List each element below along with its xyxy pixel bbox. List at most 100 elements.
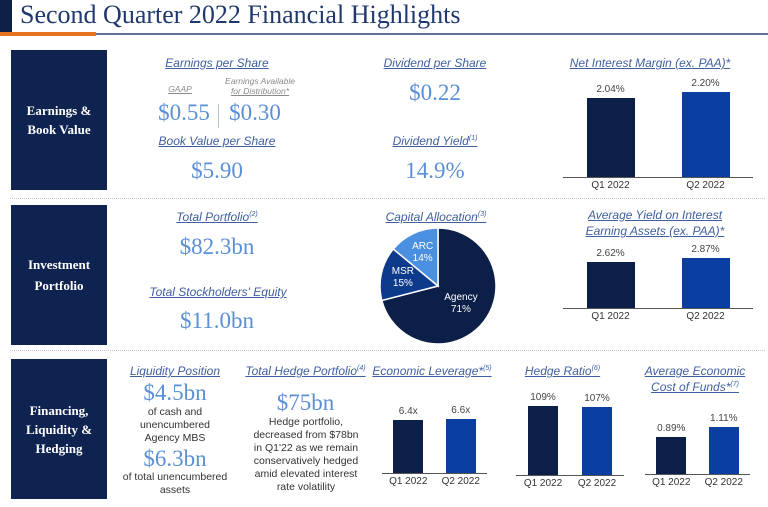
footnote-ref: (7)	[730, 381, 739, 388]
data-label: 107%	[584, 393, 610, 405]
bar-q2-2022	[681, 91, 730, 177]
leverage-chart-title: Economic Leverage*(5)	[372, 364, 492, 378]
section-earnings-book-value: Earnings & Book Value	[11, 50, 107, 190]
gaap-label: GAAP	[168, 84, 192, 94]
liquidity-unencumbered-text: of total unencumbered assets	[122, 471, 228, 496]
pie-percent: 15%	[392, 278, 413, 290]
hedge-portfolio-label: Total Hedge Portfolio	[245, 364, 358, 378]
economic-leverage-chart: 6.4x Q1 2022 6.6x Q2 2022	[382, 385, 487, 489]
hedge-portfolio-value: $75bn	[276, 390, 335, 415]
bar-q2-2022	[708, 427, 739, 474]
dps-value: $0.22	[409, 80, 461, 105]
bar-q1-2022	[656, 436, 687, 474]
footnote-ref: (5)	[483, 365, 492, 372]
bvps-header: Book Value per Share	[158, 134, 276, 148]
category-label: Q1 2022	[523, 478, 563, 489]
stockholders-equity-value: $11.0bn	[180, 308, 254, 333]
category-label: Q1 2022	[591, 180, 630, 191]
bar-q1-2022	[586, 97, 635, 177]
capital-allocation-label: Capital Allocation	[385, 210, 478, 224]
page-title: Second Quarter 2022 Financial Highlights	[20, 0, 461, 29]
x-axis-line	[516, 475, 624, 476]
hedge-portfolio-header: Total Hedge Portfolio(4)	[243, 364, 368, 378]
section-investment-portfolio: Investment Portfolio	[11, 205, 107, 345]
section-financing-liquidity-hedging: Financing, Liquidity & Hedging	[11, 359, 107, 499]
total-portfolio-header: Total Portfolio(2)	[150, 210, 284, 224]
dividend-yield-value: 14.9%	[405, 158, 465, 183]
liquidity-cash-text: of cash and unencumbered Agency MBS	[139, 406, 211, 444]
footnote-ref: (4)	[357, 365, 366, 372]
pie-label-agency: Agency 71%	[436, 292, 486, 316]
section-label: Investment Portfolio	[27, 257, 91, 293]
section-divider	[10, 350, 765, 351]
x-axis-line	[563, 177, 753, 178]
data-label: 6.4x	[398, 406, 418, 418]
stockholders-equity-header: Total Stockholders' Equity	[149, 285, 287, 299]
hedge-ratio-chart-title: Hedge Ratio(6)	[515, 364, 610, 378]
section-label: Earnings & Book Value	[26, 103, 92, 137]
bar-q2-2022	[582, 407, 612, 475]
title-rule	[0, 33, 768, 35]
eps-divider	[218, 104, 219, 128]
pie-category: MSR	[391, 266, 415, 278]
data-label: 1.11%	[709, 413, 738, 425]
pie-category: Agency	[444, 291, 478, 303]
data-label: 2.62%	[596, 247, 625, 259]
pie-slice-msr	[379, 247, 440, 302]
dividend-yield-header: Dividend Yield(1)	[370, 134, 500, 148]
footnote-ref: (6)	[591, 365, 601, 372]
cof-chart-label: Cost of Funds*	[651, 380, 731, 394]
bar-q2-2022	[681, 257, 730, 308]
category-label: Q2 2022	[686, 311, 725, 322]
section-label: Financing, Liquidity & Hedging	[25, 402, 93, 456]
data-label: 109%	[530, 391, 556, 403]
yield-chart: 2.62% Q1 2022 2.87% Q2 2022	[563, 236, 753, 324]
nim-chart-title: Net Interest Margin (ex. PAA)*	[569, 56, 731, 70]
cost-of-funds-chart: 0.89% Q1 2022 1.11% Q2 2022	[645, 395, 750, 490]
x-axis-line	[563, 308, 753, 309]
yield-chart-title-line2: Earning Assets (ex. PAA)*	[585, 224, 725, 238]
bar-q1-2022	[393, 420, 424, 473]
category-label: Q2 2022	[686, 180, 725, 191]
capital-allocation-header: Capital Allocation(3)	[370, 210, 502, 224]
total-portfolio-label: Total Portfolio	[176, 210, 250, 224]
liquidity-unencumbered-value: $6.3bn	[143, 446, 207, 471]
bar-q1-2022	[528, 405, 558, 475]
bar-q2-2022	[445, 418, 476, 473]
dps-header: Dividend per Share	[383, 56, 487, 70]
pie-percent: 14%	[412, 253, 433, 265]
hedge-portfolio-text: Hedge portfolio, decreased from $78bn in…	[253, 416, 359, 493]
cof-chart-title-line2: Cost of Funds*(7)	[635, 380, 755, 394]
gaap-eps-value: $0.55	[158, 100, 210, 125]
pie-label-msr: MSR 15%	[378, 266, 428, 290]
bar-q1-2022	[586, 261, 635, 308]
data-label: 2.04%	[596, 83, 625, 95]
footnote-ref: (2)	[249, 211, 258, 218]
nim-chart: 2.04% Q1 2022 2.20% Q2 2022	[563, 70, 753, 193]
yield-chart-title-line1: Average Yield on Interest	[587, 208, 723, 222]
eps-header: Earnings per Share	[165, 56, 269, 70]
x-axis-line	[382, 473, 487, 474]
section-divider	[10, 198, 765, 199]
ead-label-line1: Earnings Available	[225, 76, 295, 86]
ead-eps-value: $0.30	[229, 100, 281, 125]
category-label: Q2 2022	[704, 477, 743, 488]
title-orange-accent	[0, 32, 96, 36]
pie-category: ARC	[412, 241, 434, 253]
category-label: Q1 2022	[652, 477, 691, 488]
liquidity-cash-value: $4.5bn	[143, 380, 207, 405]
title-bar: Second Quarter 2022 Financial Highlights	[0, 0, 768, 36]
title-accent-block	[0, 0, 12, 32]
liquidity-position-header: Liquidity Position	[129, 364, 221, 378]
ead-label-line2: for Distribution*	[230, 86, 290, 96]
dividend-yield-label: Dividend Yield	[392, 134, 469, 148]
category-label: Q2 2022	[577, 478, 617, 489]
category-label: Q1 2022	[591, 311, 630, 322]
data-label: 0.89%	[657, 422, 686, 434]
pie-slice-arc	[392, 227, 439, 288]
leverage-chart-label: Economic Leverage*	[372, 364, 484, 378]
data-label: 2.20%	[691, 77, 720, 89]
footnote-ref: (1)	[468, 135, 478, 142]
hedge-ratio-chart-label: Hedge Ratio	[524, 364, 592, 378]
pie-percent: 71%	[450, 303, 471, 315]
